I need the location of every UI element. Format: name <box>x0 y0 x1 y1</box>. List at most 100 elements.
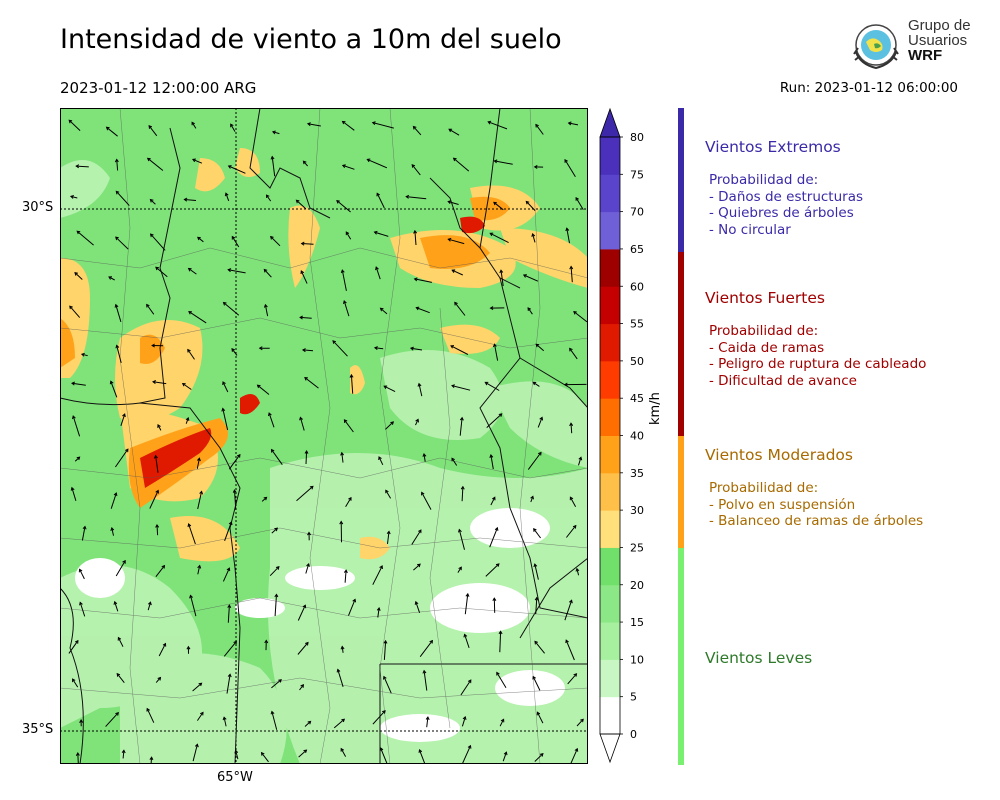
wind-arrow <box>415 419 419 426</box>
wind-arrow <box>502 752 507 762</box>
wind-arrow-head <box>467 744 472 749</box>
category-bar <box>678 548 684 765</box>
wind-arrow-head <box>343 300 347 305</box>
colorbar-segment <box>600 323 620 362</box>
wind-arrow <box>416 307 430 314</box>
wind-arrow <box>537 417 543 428</box>
wind-arrow <box>575 197 584 211</box>
category-title: Vientos Extremos <box>705 138 841 156</box>
wind-arrow <box>350 374 354 394</box>
wind-arrow-head <box>74 272 79 276</box>
wind-arrow-head <box>417 563 421 568</box>
wind-arrow <box>114 448 129 468</box>
wind-arrow <box>406 196 427 200</box>
wind-arrow <box>494 344 499 361</box>
wind-arrow <box>385 490 392 499</box>
wind-arrow <box>462 745 471 764</box>
lat-label-30s: 30°S <box>22 200 54 215</box>
colorbar: 0 5 10 15 20 25 30 35 40 45 50 55 60 65 70 75 80 <box>599 107 644 764</box>
logo-line3: WRF <box>908 47 943 64</box>
wind-arrow <box>70 195 78 199</box>
wind-arrow-head <box>412 125 417 130</box>
wind-arrow <box>223 302 240 316</box>
wind-arrow <box>269 566 280 577</box>
colorbar-tick-label: 70 <box>630 206 644 219</box>
wind-arrow-head <box>532 675 536 680</box>
wind-arrow <box>341 646 344 653</box>
wind-arrow-head <box>421 491 425 496</box>
wind-arrow-head <box>157 676 162 681</box>
colorbar-segment <box>600 286 620 325</box>
wind-arrow-head <box>573 673 578 677</box>
wind-arrow-head <box>498 630 503 635</box>
wind-arrow-head <box>527 307 532 311</box>
wind-arrow-head <box>343 419 348 423</box>
wind-arrow-head <box>465 592 470 597</box>
wind-arrow <box>337 669 344 687</box>
wind-arrow-head <box>565 639 569 644</box>
wind-arrow-head <box>467 679 472 684</box>
wind-arrow-head <box>148 125 153 129</box>
wind-arrow-head <box>411 164 416 168</box>
wind-arrow-head <box>492 496 496 501</box>
wind-arrow <box>426 717 429 728</box>
wind-arrow <box>532 676 541 691</box>
wind-arrow-head <box>116 672 121 677</box>
wind-arrow <box>410 347 423 351</box>
wind-arrow-head <box>418 748 423 753</box>
wind-arrow <box>451 385 471 391</box>
wind-arrow <box>74 272 83 280</box>
wind-arrow-head <box>348 496 352 501</box>
wind-arrow <box>182 383 192 390</box>
wind-arrow-head <box>375 266 379 271</box>
wind-arrow <box>303 160 308 167</box>
wind-arrow-head <box>187 348 191 353</box>
colorbar-tick-label: 5 <box>630 691 637 704</box>
wind-arrow-head <box>303 749 308 754</box>
wind-arrow-head <box>575 196 579 201</box>
wind-arrow <box>461 486 464 502</box>
wind-arrow-head <box>222 301 227 306</box>
wind-arrow-head <box>149 198 154 203</box>
wind-arrow-head <box>115 344 120 349</box>
wind-arrow <box>298 749 307 758</box>
page-title: Intensidad de viento a 10m del suelo <box>60 24 562 55</box>
wind-arrow <box>297 604 306 621</box>
wind-arrow <box>304 721 311 727</box>
wind-arrow-head <box>340 269 345 274</box>
wind-arrow-head <box>531 232 536 237</box>
wind-arrow-head <box>493 159 498 164</box>
wind-arrow <box>333 718 345 729</box>
wind-arrow <box>535 343 545 352</box>
wind-arrow <box>266 194 272 202</box>
wind-arrow <box>188 268 197 275</box>
wind-arrow <box>79 569 85 580</box>
wind-arrow-head <box>539 416 544 421</box>
wind-arrow <box>117 637 124 647</box>
colorbar-tick-label: 10 <box>630 653 644 666</box>
wind-arrow-head <box>366 158 371 163</box>
wind-arrow-head <box>113 492 118 497</box>
wind-arrow-head <box>256 384 261 389</box>
wind-arrow-head <box>533 164 538 169</box>
lon-label-65w: 65°W <box>217 770 253 785</box>
wind-arrow-head <box>487 120 492 125</box>
wind-arrow-head <box>227 165 232 169</box>
wind-arrow <box>380 307 388 315</box>
wind-arrow-head <box>489 306 494 311</box>
category-bar <box>678 436 684 548</box>
colorbar-tick-label: 80 <box>630 131 644 144</box>
colorbar-tick-label: 75 <box>630 168 644 181</box>
wind-arrow-head <box>121 749 126 754</box>
wind-arrow-head <box>300 241 305 246</box>
wind-arrow <box>231 236 240 248</box>
wind-arrow-head <box>569 265 574 270</box>
colorbar-tick-label: 0 <box>630 728 637 741</box>
wind-arrow <box>68 640 79 654</box>
wind-arrow-head <box>69 195 74 199</box>
wind-arrow <box>488 121 508 130</box>
category-description-line: - Polvo en suspensión <box>709 496 856 513</box>
wind-arrow <box>423 453 426 462</box>
wind-arrow <box>372 710 386 725</box>
wind-arrow <box>458 529 465 550</box>
